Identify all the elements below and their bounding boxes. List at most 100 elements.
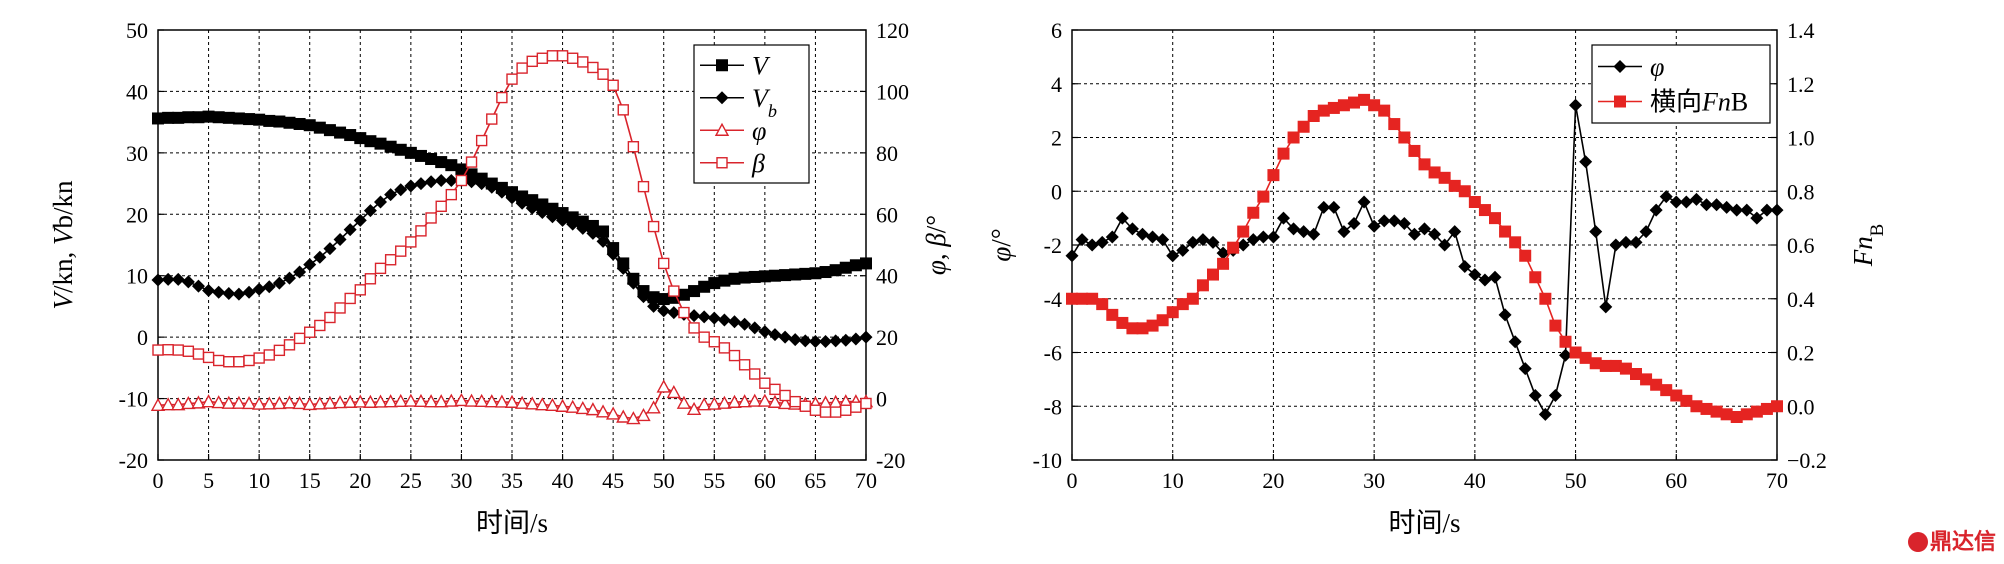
series-line bbox=[1072, 99, 1778, 418]
y-right-tick-label: 1.4 bbox=[1787, 18, 1815, 43]
data-point bbox=[302, 396, 317, 411]
data-point bbox=[748, 270, 761, 283]
data-point bbox=[819, 406, 832, 418]
data-point bbox=[799, 267, 812, 280]
data-point bbox=[1418, 158, 1431, 171]
data-point bbox=[535, 397, 550, 411]
data-point bbox=[1538, 407, 1552, 421]
data-point bbox=[849, 259, 862, 272]
data-point bbox=[587, 61, 599, 74]
data-point bbox=[263, 114, 276, 127]
data-point bbox=[1277, 147, 1290, 160]
data-point bbox=[1639, 225, 1653, 239]
data-point bbox=[717, 313, 731, 327]
data-point bbox=[1609, 238, 1623, 252]
y-left-tick-label: 6 bbox=[1051, 18, 1062, 43]
data-point bbox=[728, 315, 742, 329]
data-point bbox=[637, 180, 650, 193]
data-point bbox=[678, 306, 690, 319]
data-point bbox=[283, 116, 296, 129]
data-point bbox=[192, 348, 205, 360]
data-point bbox=[211, 395, 226, 409]
data-point bbox=[778, 330, 792, 344]
data-point bbox=[1679, 195, 1693, 209]
legend-box bbox=[1591, 44, 1771, 124]
y-right-tick-label: 60 bbox=[876, 202, 898, 227]
data-point bbox=[272, 276, 286, 290]
data-point bbox=[444, 393, 459, 407]
data-point bbox=[1408, 144, 1421, 157]
data-point bbox=[566, 52, 579, 64]
data-point bbox=[808, 334, 822, 348]
y-left-tick-label: -10 bbox=[119, 387, 148, 412]
data-point bbox=[1569, 98, 1583, 112]
data-point bbox=[708, 336, 720, 348]
legend-label: β bbox=[751, 149, 765, 178]
data-point bbox=[1640, 373, 1653, 386]
data-point bbox=[464, 393, 479, 407]
data-point bbox=[1125, 222, 1139, 236]
x-tick-label: 5 bbox=[203, 468, 214, 493]
series-2 bbox=[151, 174, 873, 348]
watermark: 鼎达信 bbox=[1907, 524, 1996, 556]
data-point bbox=[728, 272, 741, 285]
data-point bbox=[1760, 402, 1773, 415]
data-point bbox=[1468, 196, 1481, 208]
data-point bbox=[536, 52, 549, 64]
data-point bbox=[171, 397, 186, 411]
data-point bbox=[1397, 217, 1411, 230]
data-point bbox=[759, 377, 771, 389]
data-point bbox=[445, 188, 458, 201]
data-point bbox=[747, 393, 762, 407]
data-point bbox=[475, 134, 488, 147]
data-point bbox=[1317, 104, 1330, 117]
data-point bbox=[353, 394, 368, 408]
data-point bbox=[767, 394, 783, 408]
data-point bbox=[231, 395, 247, 409]
data-point bbox=[334, 302, 346, 314]
data-point bbox=[1337, 99, 1350, 112]
y-right-axis-label: φ, β/° bbox=[921, 215, 951, 275]
data-point bbox=[494, 394, 510, 408]
data-point bbox=[241, 396, 257, 410]
data-point bbox=[282, 395, 297, 409]
data-point bbox=[1488, 270, 1502, 284]
data-point bbox=[1227, 241, 1240, 254]
data-point bbox=[423, 394, 439, 408]
data-point bbox=[758, 270, 771, 283]
data-point bbox=[1770, 203, 1784, 217]
data-point bbox=[1599, 359, 1612, 372]
data-point bbox=[597, 225, 610, 238]
series-1 bbox=[1065, 98, 1784, 421]
data-point bbox=[657, 293, 670, 306]
data-point bbox=[860, 397, 872, 410]
data-point bbox=[344, 129, 357, 142]
data-point bbox=[232, 112, 245, 125]
data-point bbox=[384, 254, 397, 266]
data-point bbox=[333, 232, 347, 246]
data-point bbox=[405, 236, 417, 248]
legend-marker bbox=[716, 59, 728, 72]
data-point bbox=[152, 112, 164, 125]
data-point bbox=[384, 188, 398, 202]
data-point bbox=[727, 394, 742, 408]
data-point bbox=[1428, 227, 1442, 241]
data-point bbox=[182, 111, 195, 124]
data-point bbox=[506, 73, 518, 85]
data-point bbox=[666, 384, 682, 399]
data-point bbox=[182, 345, 195, 357]
data-point bbox=[606, 247, 620, 261]
y-left-tick-label: -6 bbox=[1044, 341, 1062, 366]
data-point bbox=[1176, 298, 1189, 311]
data-point bbox=[677, 288, 690, 301]
data-point bbox=[202, 351, 215, 364]
data-point bbox=[799, 400, 812, 412]
y-right-tick-label: 40 bbox=[876, 264, 898, 289]
data-point bbox=[251, 396, 267, 410]
data-point bbox=[1569, 346, 1582, 359]
data-point bbox=[425, 212, 437, 224]
data-point bbox=[444, 174, 458, 187]
data-point bbox=[374, 195, 388, 209]
data-point bbox=[223, 356, 235, 368]
data-point bbox=[738, 359, 751, 371]
